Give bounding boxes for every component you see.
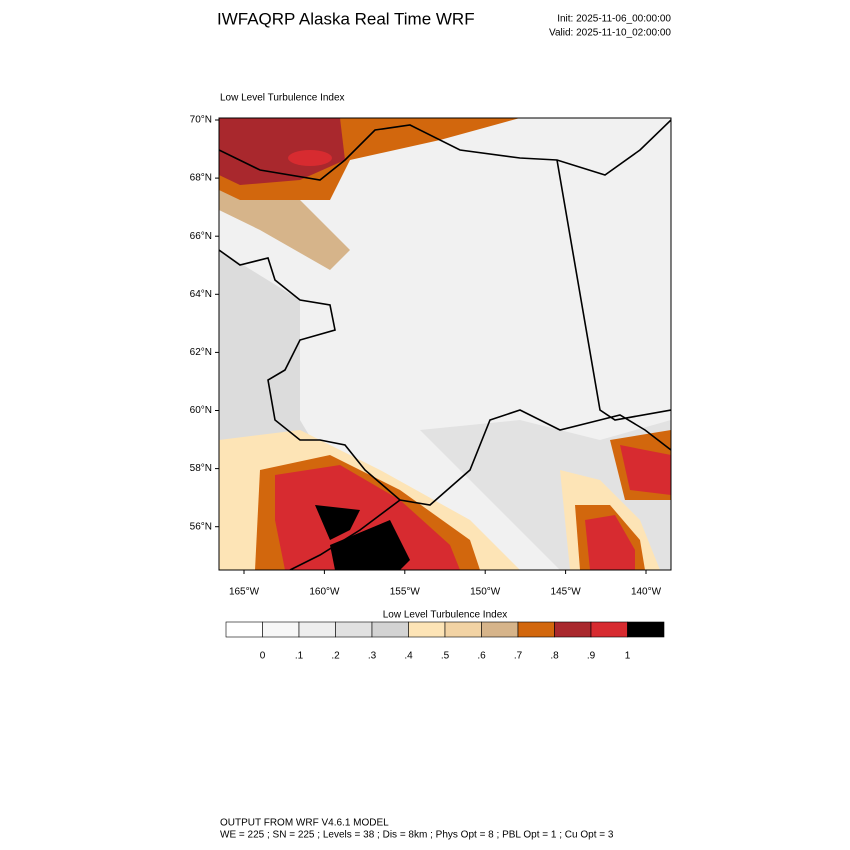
colorbar-label: .8 <box>550 651 559 662</box>
lon-label: 155°W <box>390 587 421 598</box>
coastline <box>219 119 671 181</box>
field-darkred <box>219 118 345 185</box>
lon-label: 165°W <box>229 587 260 598</box>
colorbar-label: .1 <box>295 651 304 662</box>
lon-label: 150°W <box>470 587 501 598</box>
valid-time: Valid: 2025-11-10_02:00:00 <box>549 28 671 39</box>
colorbar-label: .4 <box>404 651 413 662</box>
coastline <box>289 499 401 570</box>
colorbar-title: Low Level Turbulence Index <box>383 610 508 621</box>
lat-label: 60°N <box>190 405 212 416</box>
colorbar-box <box>298 621 336 638</box>
lat-label: 66°N <box>190 231 212 242</box>
map-field <box>219 118 671 570</box>
footer-line: WE = 225 ; SN = 225 ; Levels = 38 ; Dis … <box>220 830 614 841</box>
colorbar-label: .6 <box>477 651 486 662</box>
colorbar-box <box>262 621 300 638</box>
colorbar-label: .9 <box>587 651 596 662</box>
colorbar-box <box>335 621 373 638</box>
colorbar-label: .5 <box>441 651 450 662</box>
colorbar-box <box>590 621 628 638</box>
lat-label: 68°N <box>190 173 212 184</box>
field-black <box>315 505 360 540</box>
field-red <box>275 465 460 570</box>
field-red <box>288 150 332 166</box>
footer-line: OUTPUT FROM WRF V4.6.1 MODEL <box>220 818 389 829</box>
colorbar-box <box>517 621 555 638</box>
lat-label: 64°N <box>190 289 212 300</box>
colorbar: 0 .1 .2 .3 .4 .5 .6 .7 .8 .9 1 <box>225 621 665 662</box>
colorbar-label: .2 <box>331 651 340 662</box>
coastline <box>219 249 671 506</box>
lon-label: 160°W <box>309 587 340 598</box>
colorbar-box <box>408 621 446 638</box>
border <box>556 159 671 421</box>
map-frame <box>218 117 672 571</box>
lat-label: 56°N <box>190 521 212 532</box>
colorbar-box <box>627 621 665 638</box>
map-axes: 70°N 68°N 66°N 64°N 62°N 60°N 58°N 56°N 165°W 160… <box>190 115 662 598</box>
colorbar-label: 1 <box>625 651 631 662</box>
lat-label: 70°N <box>190 115 212 126</box>
colorbar-box <box>481 621 519 638</box>
colorbar-box <box>444 621 482 638</box>
lat-label: 62°N <box>190 347 212 358</box>
title: IWFAQRP Alaska Real Time WRF <box>217 9 475 28</box>
colorbar-label: .3 <box>368 651 377 662</box>
field-red <box>620 445 671 495</box>
colorbar-box <box>225 621 263 638</box>
lon-label: 145°W <box>551 587 582 598</box>
init-time: Init: 2025-11-06_00:00:00 <box>557 14 671 25</box>
colorbar-box <box>371 621 409 638</box>
map-title: Low Level Turbulence Index <box>220 93 345 104</box>
colorbar-label: 0 <box>260 651 266 662</box>
colorbar-label: .7 <box>514 651 523 662</box>
colorbar-box <box>554 621 592 638</box>
field-black <box>330 520 410 570</box>
lon-label: 140°W <box>631 587 662 598</box>
lat-label: 58°N <box>190 463 212 474</box>
field-red <box>585 515 635 570</box>
